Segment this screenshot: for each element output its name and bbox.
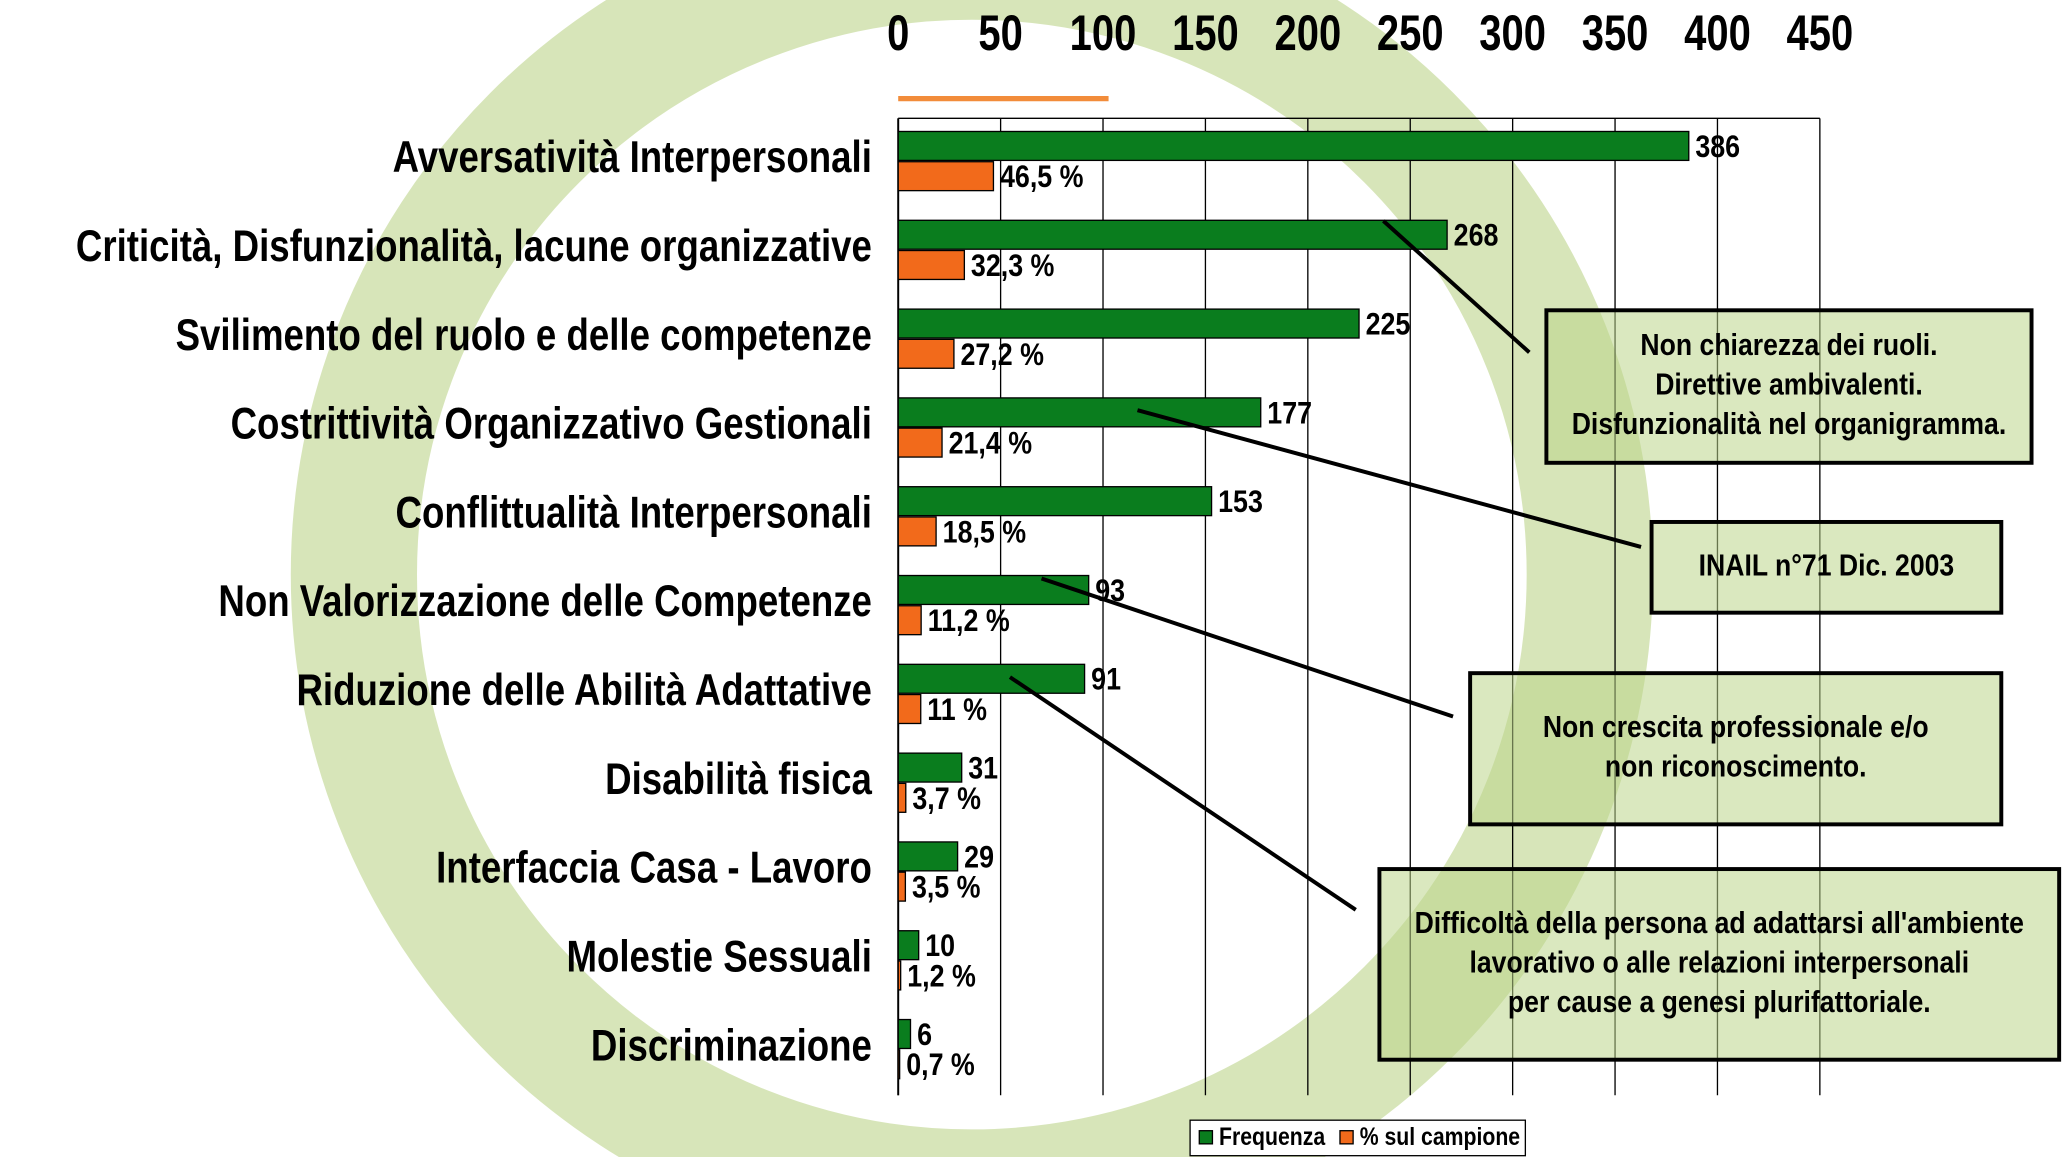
value-label: 177 <box>1267 395 1312 431</box>
annotation-text: per cause a genesi plurifattoriale. <box>1508 985 1931 1019</box>
annotation-text: Non chiarezza dei ruoli. <box>1640 329 1937 363</box>
category-label: Svilimento del ruolo e delle competenze <box>176 309 872 359</box>
value-label: 225 <box>1366 307 1411 343</box>
value-label: 386 <box>1695 129 1740 165</box>
annotation-leader <box>1136 408 1642 549</box>
x-tick-label: 0 <box>887 5 909 61</box>
annotation-text: Direttive ambivalenti. <box>1655 368 1923 402</box>
value-label: 29 <box>964 839 994 875</box>
annotation-leader <box>1008 675 1357 912</box>
value-label: 268 <box>1454 218 1499 254</box>
legend-box <box>1189 1119 1527 1157</box>
value-label: 91 <box>1091 662 1121 698</box>
category-label: Criticità, Disfunzionalità, lacune organ… <box>76 221 872 271</box>
category-label: Riduzione delle Abilità Adattative <box>296 665 871 715</box>
bar <box>897 663 1086 694</box>
decor-ring <box>290 0 1653 1157</box>
legend-swatch <box>1339 1130 1354 1145</box>
annotation-box <box>1544 308 2034 465</box>
annotation-box <box>1377 867 2062 1062</box>
bar <box>897 338 955 369</box>
bar <box>897 871 907 902</box>
annotation-text: Non crescita professionale e/o <box>1543 710 1929 744</box>
x-tick-label: 150 <box>1172 5 1239 61</box>
value-label: 3,7 % <box>912 781 981 817</box>
annotation-leader <box>1382 219 1531 354</box>
bar <box>897 841 959 872</box>
bar <box>897 693 922 725</box>
category-label: Interfaccia Casa - Lavoro <box>436 842 872 892</box>
annotation-box <box>1649 519 2004 615</box>
x-tick-label: 250 <box>1377 5 1444 61</box>
value-label: 46,5 % <box>1000 159 1083 195</box>
value-label: 153 <box>1218 484 1263 520</box>
value-label: 0,7 % <box>906 1047 975 1083</box>
annotation-text: Disfunzionalità nel organigramma. <box>1572 407 2007 441</box>
annotation-text: lavorativo o alle relazioni interpersona… <box>1469 946 1969 980</box>
bar <box>897 219 1448 250</box>
category-label: Molestie Sessuali <box>566 931 871 981</box>
bar <box>897 752 963 783</box>
x-tick-label: 200 <box>1274 5 1341 61</box>
annotation-text: Difficoltà della persona ad adattarsi al… <box>1415 906 2024 940</box>
legend-label: Frequenza <box>1219 1123 1326 1151</box>
annotation-text: non riconoscimento. <box>1605 750 1867 784</box>
value-label: 10 <box>925 928 955 964</box>
bar <box>897 1049 901 1080</box>
value-label: 27,2 % <box>960 337 1043 373</box>
x-tick-label: 450 <box>1787 5 1854 61</box>
bar <box>897 574 1090 606</box>
bar <box>897 782 907 813</box>
value-label: 6 <box>917 1017 932 1053</box>
annotation-box <box>1468 671 2004 827</box>
bar <box>897 516 937 547</box>
x-tick-label: 350 <box>1582 5 1649 61</box>
annotation-leader <box>1040 576 1454 719</box>
bar <box>897 130 1690 162</box>
value-label: 11 % <box>927 692 987 728</box>
value-label: 11,2 % <box>928 603 1010 639</box>
bar <box>897 161 995 192</box>
category-label: Non Valorizzazione delle Competenze <box>218 576 872 626</box>
category-label: Disabilità fisica <box>605 753 872 803</box>
value-label: 18,5 % <box>943 514 1026 550</box>
category-label: Costrittività Organizzativo Gestionali <box>231 398 872 448</box>
category-label: Avversatività Interpersonali <box>393 132 872 182</box>
annotation-text: INAIL n°71 Dic. 2003 <box>1699 549 1955 583</box>
value-label: 21,4 % <box>949 426 1032 462</box>
value-label: 32,3 % <box>971 248 1054 284</box>
x-tick-label: 300 <box>1479 5 1546 61</box>
legend-label: % sul campione <box>1360 1123 1521 1151</box>
legend-swatch <box>1198 1130 1214 1145</box>
bar <box>897 605 922 636</box>
value-label: 1,2 % <box>907 958 976 994</box>
bar <box>897 427 943 458</box>
bar <box>897 308 1360 339</box>
value-label: 31 <box>968 751 998 787</box>
category-label: Discriminazione <box>591 1020 872 1070</box>
x-tick-label: 400 <box>1684 5 1751 61</box>
bar <box>897 930 920 961</box>
x-tick-label: 50 <box>978 5 1022 61</box>
bar <box>897 397 1262 428</box>
value-label: 3,5 % <box>912 870 981 906</box>
bar <box>897 486 1213 517</box>
bar <box>897 960 902 991</box>
x-tick-label: 100 <box>1070 5 1137 61</box>
bar <box>897 1018 912 1050</box>
bar <box>897 249 966 281</box>
category-label: Conflittualità Interpersonali <box>396 487 872 537</box>
